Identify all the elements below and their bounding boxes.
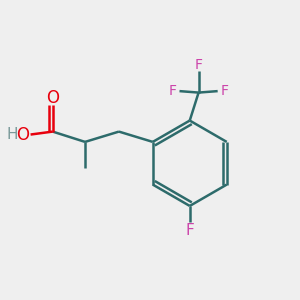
Text: F: F xyxy=(169,84,177,98)
Text: F: F xyxy=(220,84,228,98)
Text: H: H xyxy=(7,127,18,142)
Text: O: O xyxy=(46,89,59,107)
Text: F: F xyxy=(195,58,203,72)
Text: O: O xyxy=(16,125,29,143)
Text: F: F xyxy=(185,223,194,238)
